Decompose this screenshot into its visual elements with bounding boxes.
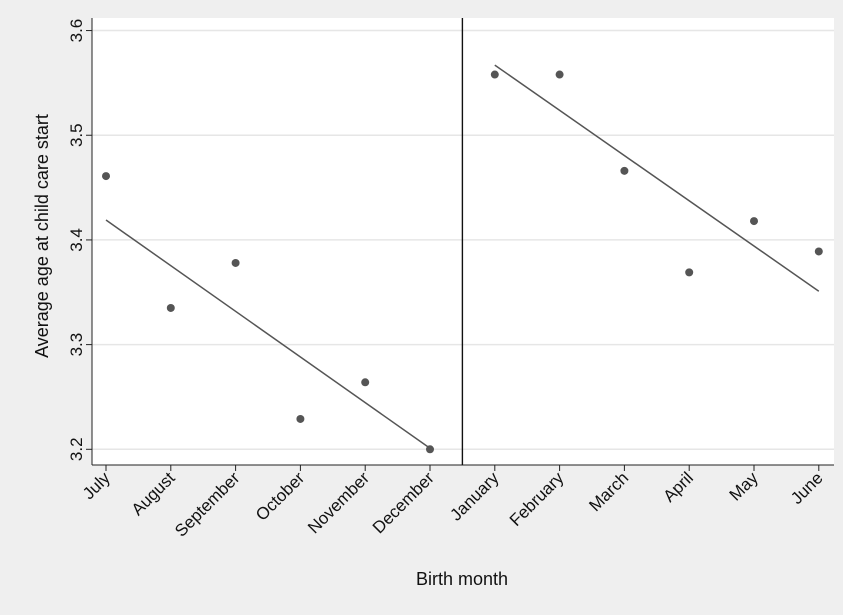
data-point [426, 445, 434, 454]
data-point [102, 172, 110, 181]
data-point [750, 217, 758, 226]
data-point [620, 166, 629, 175]
y-axis-title: Average age at child care start [32, 114, 52, 358]
data-point [361, 378, 370, 387]
data-point [555, 70, 564, 79]
data-points [102, 70, 823, 454]
data-point [231, 258, 240, 267]
data-point [166, 303, 175, 312]
y-tick-label: 3.2 [67, 437, 86, 461]
data-point [685, 268, 694, 277]
data-point [490, 70, 499, 79]
y-tick-label: 3.3 [67, 333, 86, 357]
fit-line [494, 64, 820, 292]
y-tick-label: 3.5 [67, 123, 86, 147]
y-tick-labels: 3.2 3.3 3.4 3.5 3.6 [67, 19, 86, 461]
y-tick-label: 3.4 [67, 228, 86, 252]
y-tick-label: 3.6 [67, 19, 86, 43]
x-axis-title: Birth month [416, 569, 508, 589]
data-point [814, 247, 823, 256]
fit-lines [105, 64, 820, 449]
data-point [296, 414, 305, 423]
fit-line [105, 219, 431, 449]
